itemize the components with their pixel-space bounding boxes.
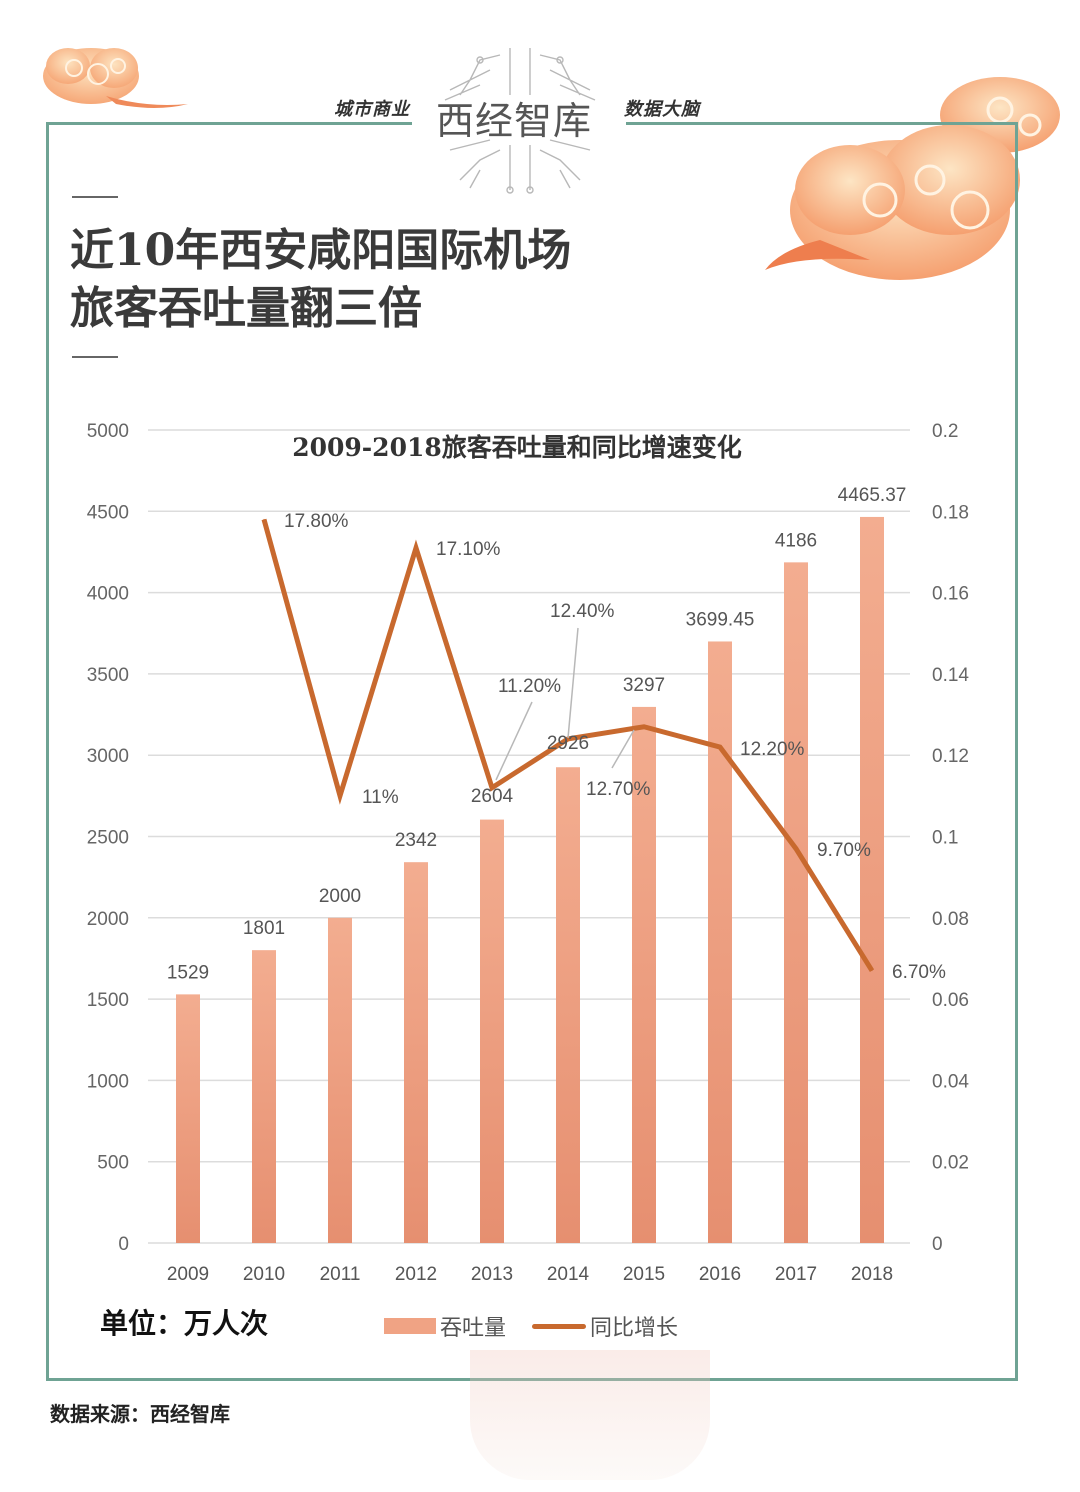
line-data-label: 9.70% — [817, 840, 871, 861]
x-tick-label: 2010 — [243, 1264, 285, 1285]
bar-data-label: 2000 — [319, 886, 361, 907]
y-right-tick-label: 0.14 — [932, 665, 969, 686]
bar-2009 — [176, 994, 200, 1243]
growth-point — [264, 519, 265, 520]
x-tick-label: 2015 — [623, 1264, 665, 1285]
unit-label: 单位：万人次 — [100, 1302, 268, 1342]
x-tick-label: 2014 — [547, 1264, 590, 1285]
legend-swatch-bar-icon — [384, 1318, 436, 1334]
y-right-tick-label: 0.1 — [932, 828, 958, 849]
line-data-label: 12.20% — [740, 739, 805, 760]
line-data-label: 11.20% — [498, 676, 561, 697]
bar-data-label: 4186 — [775, 530, 817, 551]
x-tick-label: 2013 — [471, 1264, 513, 1285]
y-right-tick-label: 0.18 — [932, 502, 969, 523]
y-left-tick-label: 2000 — [87, 909, 129, 930]
chart-title: 2009-2018旅客吞吐量和同比增速变化 — [292, 433, 742, 462]
x-tick-label: 2018 — [851, 1264, 893, 1285]
data-source: 数据来源：西经智库 — [50, 1398, 230, 1427]
line-data-label: 12.70% — [586, 779, 651, 800]
legend-label-throughput: 吞吐量 — [440, 1310, 506, 1342]
x-tick-label: 2012 — [395, 1264, 437, 1285]
y-left-tick-label: 1000 — [87, 1071, 129, 1092]
x-tick-label: 2011 — [320, 1264, 361, 1285]
bar-data-label: 3297 — [623, 675, 665, 696]
y-left-tick-label: 2500 — [87, 828, 129, 849]
bar-2010 — [252, 950, 276, 1243]
y-left-tick-label: 3000 — [87, 746, 129, 767]
line-data-label: 12.40% — [550, 601, 615, 622]
y-right-tick-label: 0.04 — [932, 1071, 969, 1092]
bar-data-label: 1529 — [167, 962, 209, 983]
growth-point — [872, 970, 873, 971]
bar-data-label: 2604 — [471, 786, 514, 807]
y-left-tick-label: 4000 — [87, 584, 129, 605]
x-tick-label: 2016 — [699, 1264, 741, 1285]
y-right-tick-label: 0.02 — [932, 1153, 969, 1174]
growth-point — [720, 747, 721, 748]
bar-2018 — [860, 517, 884, 1243]
line-data-label: 17.80% — [284, 511, 349, 532]
y-right-tick-label: 0.08 — [932, 909, 969, 930]
y-left-tick-label: 3500 — [87, 665, 129, 686]
growth-point — [644, 726, 645, 727]
leader-line — [612, 730, 634, 768]
bar-data-label: 2926 — [547, 733, 589, 754]
growth-point — [796, 848, 797, 849]
line-data-label: 6.70% — [892, 962, 946, 983]
y-left-tick-label: 5000 — [87, 421, 129, 442]
legend-item-throughput: 吞吐量 — [384, 1310, 506, 1342]
bar-data-label: 1801 — [243, 918, 285, 939]
bar-2012 — [404, 862, 428, 1243]
y-left-tick-label: 500 — [97, 1153, 129, 1174]
bar-2016 — [708, 641, 732, 1243]
y-right-tick-label: 0.16 — [932, 584, 969, 605]
line-data-label: 17.10% — [436, 539, 501, 560]
y-right-tick-label: 0.06 — [932, 990, 969, 1011]
legend-swatch-line-icon — [532, 1324, 586, 1329]
y-right-tick-label: 0 — [932, 1234, 943, 1255]
bar-2017 — [784, 562, 808, 1243]
bar-data-label: 3699.45 — [686, 609, 755, 630]
y-left-tick-label: 0 — [118, 1234, 129, 1255]
bar-2013 — [480, 820, 504, 1243]
y-right-tick-label: 0.12 — [932, 746, 969, 767]
bar-2011 — [328, 918, 352, 1243]
x-tick-label: 2017 — [775, 1264, 817, 1285]
bar-data-label: 4465.37 — [838, 485, 907, 506]
growth-point — [416, 547, 417, 548]
y-right-tick-label: 0.2 — [932, 421, 958, 442]
y-left-tick-label: 4500 — [87, 502, 129, 523]
x-tick-label: 2009 — [167, 1264, 209, 1285]
legend-label-growth: 同比增长 — [590, 1310, 678, 1342]
y-left-tick-label: 1500 — [87, 990, 129, 1011]
growth-point — [340, 795, 341, 796]
bar-2014 — [556, 767, 580, 1243]
bar-data-label: 2342 — [395, 830, 437, 851]
legend-item-growth: 同比增长 — [532, 1310, 678, 1342]
leader-line — [568, 628, 578, 738]
line-data-label: 11% — [362, 787, 399, 808]
